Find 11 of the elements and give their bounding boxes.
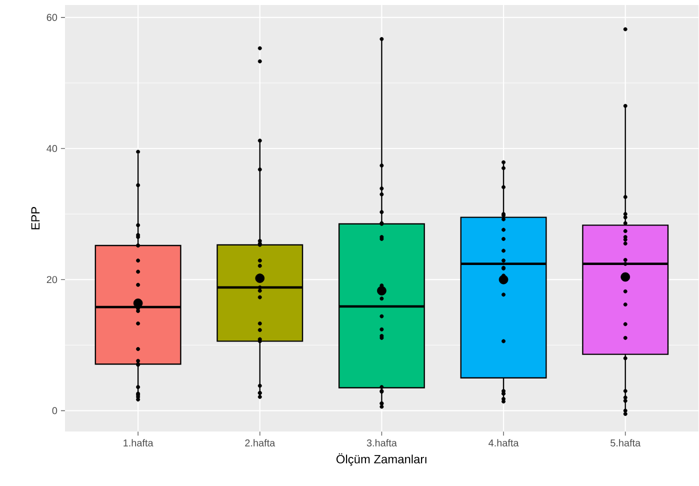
x-tick-label: 5.hafta [610,439,641,447]
x-tick-label: 1.hafta [124,439,154,447]
y-tick-label: 20 [46,276,58,284]
y-tick-label: 0 [52,407,58,414]
y-tick-label: 40 [46,145,58,152]
y-tick-label: 60 [46,14,58,22]
x-tick-label: 2.hafta [245,439,276,447]
x-tick-label: 4.hafta [488,439,519,447]
y-axis-title: EPP [31,207,40,230]
x-tick-label: 3.hafta [366,439,397,447]
x-axis-title: Ölçüm Zamanları [336,454,426,466]
